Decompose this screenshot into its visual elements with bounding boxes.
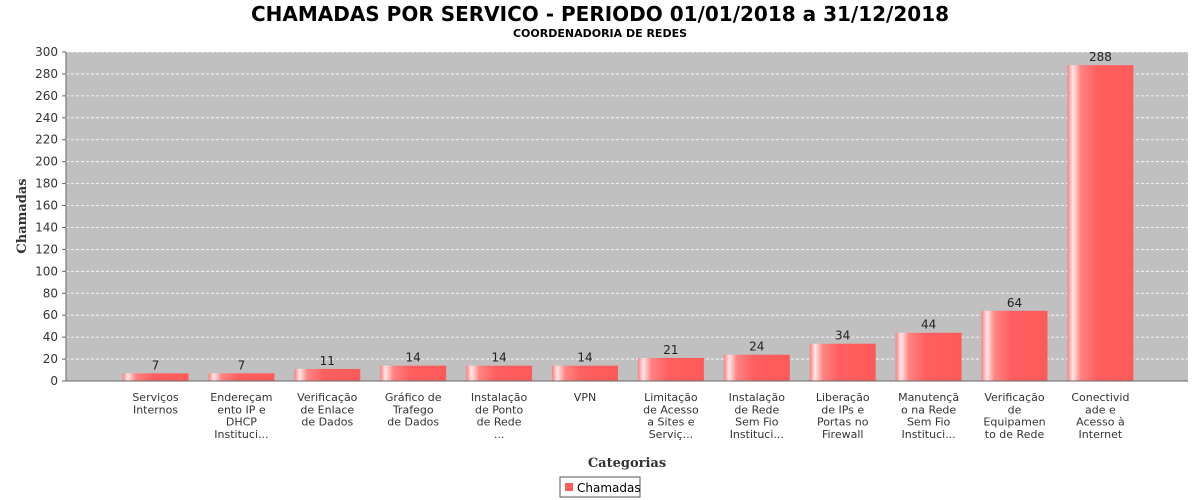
bar [122,373,189,381]
y-tick-label: 20 [43,352,58,366]
bar [723,354,790,381]
x-tick-label: Limitação de Acesso a Sites e Serviç... [643,391,699,441]
x-axis-title: Categorias [588,456,666,471]
x-tick-label: Manutençã o na Rede Sem Fio Instituci... [898,391,959,441]
y-tick-label: 220 [35,133,58,147]
legend-label: Chamadas [577,481,641,495]
x-tick-label: Instalação de Rede Sem Fio Instituci... [729,391,786,441]
x-tick-label: Liberação de IPs e Portas no Firewall [816,391,870,441]
bar-value-label: 7 [152,358,160,372]
chart-title: CHAMADAS POR SERVICO - PERIODO 01/01/201… [250,2,950,26]
y-tick-label: 120 [35,242,58,256]
y-tick-label: 280 [35,67,58,81]
y-tick-label: 160 [35,199,58,213]
bar [637,357,704,381]
legend-box [559,476,641,498]
bar-value-label: 34 [835,329,850,343]
bar-value-label: 14 [406,351,421,365]
y-tick-label: 0 [50,374,58,388]
bar [1067,65,1134,381]
x-tick-label: Gráfico de Trafego de Dados [385,391,442,429]
x-tick-label: Instalação de Ponto de Rede... [471,391,528,441]
bar-value-label: 21 [663,343,678,357]
bar [895,332,962,381]
bar-series: 7 7 11 14 14 14 21 24 34 44 64 288 [122,50,1134,381]
x-axis: Serviços Internos Endereçam ento IP e DHCP In… [66,380,1188,441]
bar-value-label: 288 [1089,50,1112,64]
y-tick-label: 80 [43,286,58,300]
y-tick-label: 180 [35,177,58,191]
x-tick-label: Conectivid ade e Acesso à Internet [1071,391,1129,441]
y-axis: 0 20 40 60 80 100 120 140 160 180 200 220 240 260 280 3… [35,45,67,388]
y-tick-label: 200 [35,155,58,169]
x-tick-label: Verificação de Enlace de Dados [297,391,358,429]
y-tick-label: 240 [35,111,58,125]
x-tick-label: Verificação de Equipamen to de Rede [983,391,1045,441]
y-tick-label: 140 [35,220,58,234]
legend: Chamadas [559,476,641,498]
x-tick-label: VPN [574,391,596,404]
bar [208,373,275,381]
y-tick-label: 100 [35,264,58,278]
x-tick-label: Serviços Internos [132,391,179,416]
legend-swatch [565,483,573,491]
gridlines [66,51,1188,360]
chart-subtitle: COORDENADORIA DE REDES [512,27,688,40]
bar [981,310,1048,381]
y-axis-title: Chamadas [15,178,30,253]
bar [380,365,447,381]
bar [809,343,876,381]
bar-value-label: 64 [1007,296,1022,310]
x-tick-label: Endereçam ento IP e DHCP Instituci... [210,391,272,441]
y-tick-label: 260 [35,89,58,103]
bar-value-label: 7 [238,358,246,372]
bar-value-label: 44 [921,318,936,332]
bar-value-label: 14 [491,351,506,365]
bar-value-label: 24 [749,340,764,354]
bar [294,368,361,381]
y-tick-label: 300 [35,45,58,59]
y-tick-label: 60 [43,308,58,322]
bar-value-label: 14 [577,351,592,365]
bar [466,365,533,381]
bar-value-label: 11 [320,354,335,368]
y-tick-label: 40 [43,330,58,344]
bar [552,365,618,381]
